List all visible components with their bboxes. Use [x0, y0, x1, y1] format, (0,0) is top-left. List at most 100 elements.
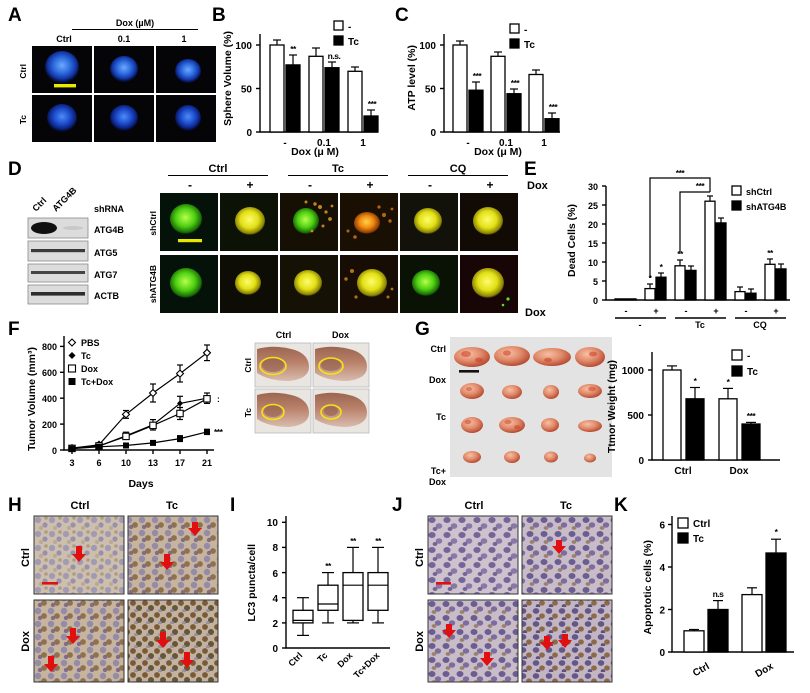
panel-d-sign-1: + — [246, 178, 254, 192]
panel-b-annot-1: n.s. — [328, 51, 341, 61]
panel-k-bar-ctrl-w — [683, 630, 705, 653]
panel-f-chart: PBS Tc Dox Tc+Dox 0 200 400 600 800 3 6 … — [22, 326, 232, 476]
panel-h-ihc-svg — [33, 515, 219, 683]
panel-f-xtick-4: 17 — [175, 458, 185, 468]
panel-c-plot: - Tc 0 50 100 *** *** *** - 0.1 1 — [419, 23, 560, 149]
panel-g-xtick-0: Ctrl — [674, 466, 691, 477]
panel-i-annot-tc: ** — [325, 561, 332, 571]
panel-g-row-2: Tc — [410, 412, 446, 422]
panel-e-sign-5: + — [773, 306, 778, 316]
panel-e-bar-0-b — [625, 298, 637, 301]
panel-d-label: D — [8, 159, 22, 180]
panel-b-legend-swatch-0 — [333, 20, 344, 31]
panel-d-group-0: Ctrl — [168, 163, 268, 176]
panel-a: A — [8, 6, 22, 25]
panel-f-ytick-800: 800 — [42, 342, 57, 352]
panel-f-xtick-0: 3 — [69, 458, 74, 468]
panel-f-legend-label-3: Tc+Dox — [81, 377, 113, 387]
panel-g-bar-ctrl-w — [662, 369, 682, 461]
panel-g-plot: - Tc 0 500 1000 * * *** Ctrl Dox — [622, 349, 780, 477]
panel-g-scale-bar — [459, 370, 479, 373]
panel-i-plot: 0 2 4 6 8 10 ** — [267, 516, 390, 680]
panel-k-legend-label-0: Ctrl — [693, 519, 710, 530]
panel-f-photo-row-1-text: Tc — [243, 408, 253, 418]
panel-g-tumor-svg — [450, 337, 612, 477]
panel-k-plot: Ctrl Tc 0 2 4 6 n.s * Ctrl Dox — [659, 516, 794, 680]
panel-d-row-2: ATG7 — [94, 270, 117, 280]
panel-c: C — [395, 6, 409, 25]
panel-k-legend-swatch-0 — [677, 517, 689, 529]
panel-d-blot-svg: Ctrl ATG4B shRNA ATG4B ATG5 ATG7 ACTB — [27, 185, 125, 305]
panel-g-legend-swatch-0 — [731, 349, 743, 361]
panel-c-bar-2-black — [544, 118, 560, 133]
panel-a-row-1-label: Tc — [18, 97, 28, 143]
panel-b-xlabel-text: Dox (μ M) — [291, 146, 339, 158]
panel-d-sign-3: + — [366, 178, 374, 192]
panel-g-ytick-500: 500 — [627, 411, 644, 422]
panel-f-mouse-svg — [254, 342, 370, 434]
panel-a-scale-bar — [54, 84, 76, 88]
panel-j-arrows — [442, 540, 572, 666]
panel-e-bar-2-b — [685, 269, 697, 301]
panel-d-lane-0: Ctrl — [30, 195, 48, 213]
panel-g-ytick-1000: 1000 — [622, 366, 645, 377]
panel-k-label: K — [614, 495, 628, 516]
panel-e-bar-5-b — [775, 268, 787, 301]
panel-e-bar-3-w — [704, 200, 716, 301]
panel-j-scale-bar — [436, 582, 451, 585]
panel-b-chart: - Tc 0 50 100 ** n.s. *** - 0.1 1 — [216, 10, 396, 160]
panel-b-label: B — [212, 5, 226, 26]
panel-e-group-0: - — [639, 320, 642, 330]
panel-d-row-1: ATG5 — [94, 248, 117, 258]
panel-k-ylabel-text: Apoptotic cells (%) — [642, 539, 654, 635]
panel-b-legend-label-0: - — [348, 22, 351, 33]
panel-i-xtick-0: Ctrl — [286, 650, 304, 668]
panel-f-annot-tc: : — [217, 394, 220, 404]
panel-i-ytick-2: 2 — [272, 619, 278, 630]
panel-d-group-2: CQ — [408, 163, 508, 176]
panel-f-label: F — [8, 319, 20, 340]
panel-c-legend-swatch-0 — [509, 23, 520, 34]
panel-b-ytick-0: 0 — [246, 128, 252, 139]
panel-g-row-3: Tc+ Dox — [410, 444, 446, 499]
panel-c-legend-label-1: Tc — [524, 40, 535, 51]
panel-f-legend: PBS Tc Dox Tc+Dox — [67, 338, 113, 387]
panel-g-row-0-text: Ctrl — [430, 344, 447, 354]
panel-j-row-0-text: Ctrl — [414, 547, 426, 567]
panel-g-bar-dox-w — [718, 398, 738, 461]
panel-i-ytick-6: 6 — [272, 569, 278, 580]
panel-f-ylabel: Tumor Volume (mm³) — [26, 340, 38, 458]
panel-b-ylabel: Sphere Volume (%) — [222, 28, 234, 128]
panel-c-annot-0: *** — [473, 71, 483, 81]
panel-b-ytick-100: 100 — [235, 41, 252, 52]
panel-k-bar-ctrl-b — [707, 608, 729, 653]
panel-d-dox-label: Dox — [527, 180, 548, 192]
panel-b-bar-0-white — [269, 44, 285, 133]
panel-e-bracket-1: *** — [696, 181, 706, 191]
panel-d-rowlabel-1-text: shATG4B — [148, 264, 158, 304]
panel-k-ytick-4: 4 — [659, 563, 665, 574]
panel-e-plot: shCtrl shATG4B 0 5 10 15 20 25 30 * * ** — [588, 168, 790, 330]
panel-g-row-3-text: Tc+ Dox — [428, 466, 446, 487]
panel-k-legend-swatch-1 — [677, 532, 689, 544]
panel-b-xlabel: Dox (μ M) — [255, 146, 375, 158]
panel-e-group-2: CQ — [753, 320, 767, 330]
panel-e-legend-label-0: shCtrl — [746, 187, 772, 197]
panel-e-bar-1-b — [655, 276, 667, 301]
panel-a-dox-header: Dox (µM) — [72, 18, 198, 30]
panel-e-annot-5w: ** — [767, 248, 774, 258]
panel-f-photo-row-1: Tc — [243, 392, 253, 434]
panel-g-row-0: Ctrl — [410, 344, 447, 354]
panel-d-scale-bar — [178, 239, 202, 243]
panel-i-xtick-2: Dox — [335, 650, 354, 669]
panel-e: E — [524, 160, 537, 179]
panel-f-legend-marker-0 — [67, 338, 77, 347]
panel-f-legend-marker-1 — [68, 352, 76, 359]
panel-i-chart: 0 2 4 6 8 10 ** — [240, 500, 400, 685]
panel-h-label: H — [8, 495, 22, 516]
panel-f-ytick-600: 600 — [42, 368, 57, 378]
panel-d-group-1: Tc — [288, 163, 388, 176]
panel-f-photo-col-1: Dox — [331, 330, 349, 340]
panel-g-bar-ctrl-b — [685, 398, 705, 461]
panel-e-bar-1-w — [644, 287, 656, 301]
